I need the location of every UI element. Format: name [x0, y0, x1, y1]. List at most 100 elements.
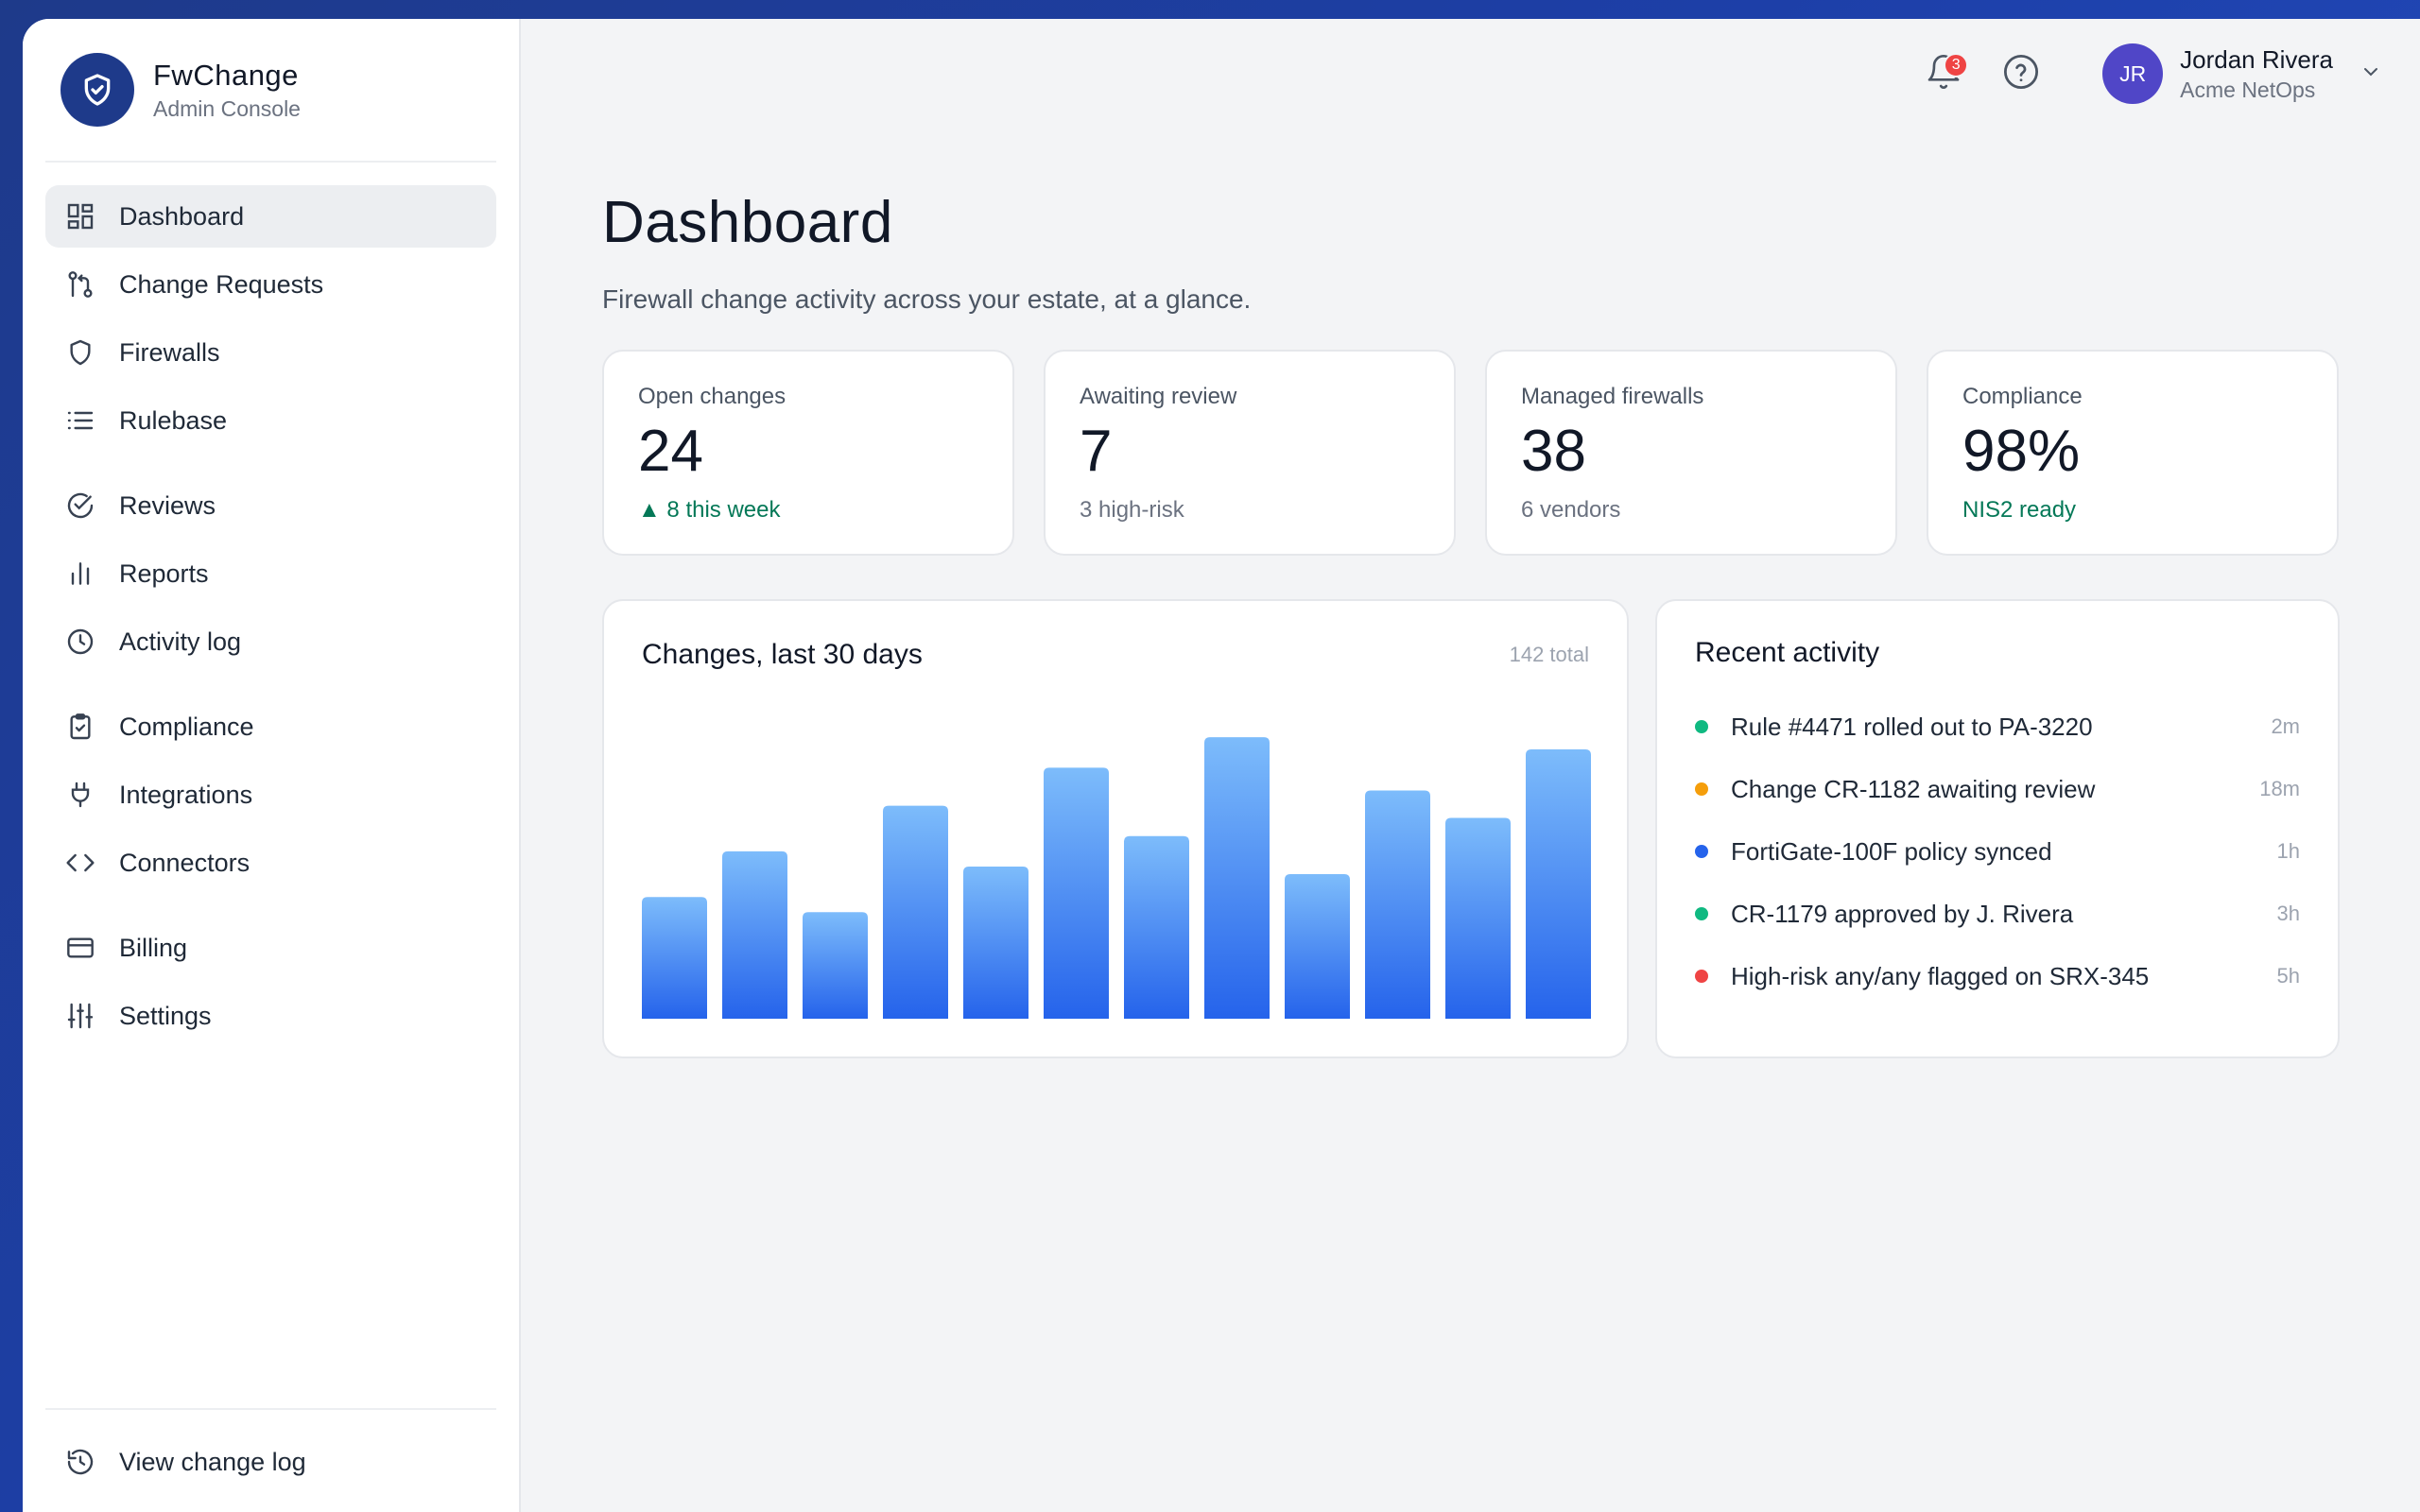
help-circle-icon [2001, 52, 2041, 96]
activity-time: 3h [2276, 902, 2300, 925]
status-dot [1695, 845, 1708, 858]
sidebar-item-label: Dashboard [119, 201, 245, 231]
user-name: Jordan Rivera [2180, 44, 2333, 74]
activity-text: High-risk any/any flagged on SRX-345 [1731, 961, 2150, 990]
chart-bar[interactable] [1204, 737, 1270, 1019]
changes-bar-chart [642, 737, 1591, 1020]
sidebar-nav: Dashboard Change Requests Firewalls [45, 185, 496, 1047]
chart-bar[interactable] [963, 867, 1028, 1019]
chart-bar[interactable] [642, 897, 707, 1019]
grid-icon [64, 200, 96, 232]
plug-icon [64, 779, 96, 811]
chart-bar[interactable] [1044, 767, 1109, 1019]
stat-card-managed-firewalls[interactable]: Managed firewalls 38 6 vendors [1485, 350, 1897, 556]
app-window: FwChange Admin Console Dashboard Change … [23, 19, 2420, 1512]
sidebar-item-dashboard[interactable]: Dashboard [45, 185, 496, 248]
stat-label: Open changes [638, 384, 786, 409]
sidebar-item-label: Connectors [119, 848, 251, 877]
sidebar-item-label: Settings [119, 1001, 212, 1030]
stat-note: NIS2 ready [1962, 497, 2077, 524]
sidebar-item-label: Firewalls [119, 337, 220, 367]
page-title: Dashboard [602, 190, 893, 255]
chevron-down-icon [2360, 60, 2382, 88]
list-icon [64, 404, 96, 437]
nav-group: Compliance Integrations Connectors [45, 696, 496, 894]
activity-list: Rule #4471 rolled out to PA-3220 2m Chan… [1695, 696, 2300, 1007]
chart-bar[interactable] [1526, 749, 1591, 1019]
sidebar-item-label: Compliance [119, 712, 254, 741]
sidebar-item-label: Reports [119, 558, 209, 588]
brand-name: FwChange [153, 58, 299, 92]
activity-time: 2m [2271, 714, 2300, 738]
shield-logo-icon [60, 53, 134, 127]
chart-bar[interactable] [883, 805, 948, 1019]
status-dot [1695, 782, 1708, 796]
sidebar-item-label: Billing [119, 933, 188, 962]
credit-card-icon [64, 932, 96, 964]
activity-item[interactable]: High-risk any/any flagged on SRX-345 5h [1695, 945, 2300, 1007]
status-dot [1695, 970, 1708, 983]
sliders-icon [64, 1000, 96, 1032]
stats-row: Open changes 24 ▲ 8 this week Awaiting r… [602, 350, 2339, 556]
page-header: Dashboard Firewall change activity acros… [602, 189, 1251, 315]
sidebar-item-compliance[interactable]: Compliance [45, 696, 496, 758]
view-change-log-link[interactable]: View change log [45, 1431, 496, 1493]
chart-bar[interactable] [803, 912, 868, 1019]
bar-chart-icon [64, 558, 96, 590]
activity-time: 1h [2276, 839, 2300, 863]
activity-text: Change CR-1182 awaiting review [1731, 774, 2096, 803]
page-subtitle: Firewall change activity across your est… [602, 284, 1252, 314]
chart-bar[interactable] [1285, 874, 1350, 1019]
activity-item[interactable]: Change CR-1182 awaiting review 18m [1695, 758, 2300, 820]
activity-item[interactable]: CR-1179 approved by J. Rivera 3h [1695, 883, 2300, 945]
sidebar-item-label: Activity log [119, 627, 242, 656]
stat-value: 38 [1521, 419, 1586, 484]
brand[interactable]: FwChange Admin Console [45, 19, 496, 163]
sidebar-item-settings[interactable]: Settings [45, 985, 496, 1047]
stat-value: 7 [1080, 419, 1113, 484]
chart-total: 142 total [1509, 643, 1589, 666]
chart-bar[interactable] [1445, 817, 1511, 1019]
history-icon [64, 1446, 96, 1478]
sidebar-item-reports[interactable]: Reports [45, 542, 496, 605]
stat-card-open-changes[interactable]: Open changes 24 ▲ 8 this week [602, 350, 1014, 556]
sidebar-footer: View change log [45, 1408, 496, 1512]
clipboard-check-icon [64, 711, 96, 743]
activity-time: 18m [2259, 777, 2300, 800]
topbar: 3 JR Jordan Rivera Acme NetOps [1915, 43, 2382, 104]
sidebar-item-reviews[interactable]: Reviews [45, 474, 496, 537]
sidebar-item-firewalls[interactable]: Firewalls [45, 321, 496, 384]
notifications-button[interactable]: 3 [1915, 45, 1972, 102]
stat-label: Awaiting review [1080, 384, 1237, 409]
sidebar-item-integrations[interactable]: Integrations [45, 764, 496, 826]
nav-group: Billing Settings [45, 917, 496, 1047]
activity-text: Rule #4471 rolled out to PA-3220 [1731, 712, 2093, 741]
sidebar-item-rulebase[interactable]: Rulebase [45, 389, 496, 452]
clock-icon [64, 626, 96, 658]
activity-text: CR-1179 approved by J. Rivera [1731, 899, 2074, 928]
status-dot [1695, 907, 1708, 920]
git-pull-request-icon [64, 268, 96, 301]
activity-item[interactable]: FortiGate-100F policy synced 1h [1695, 820, 2300, 883]
sidebar-item-billing[interactable]: Billing [45, 917, 496, 979]
activity-text: FortiGate-100F policy synced [1731, 836, 2052, 866]
help-button[interactable] [1993, 45, 2049, 102]
chart-bar[interactable] [1124, 835, 1189, 1019]
sidebar-item-change-requests[interactable]: Change Requests [45, 253, 496, 316]
stat-label: Managed firewalls [1521, 384, 1704, 409]
chart-bar[interactable] [1365, 790, 1430, 1020]
code-icon [64, 847, 96, 879]
sidebar-item-activity-log[interactable]: Activity log [45, 610, 496, 673]
stat-card-awaiting-review[interactable]: Awaiting review 7 3 high-risk [1044, 350, 1456, 556]
chart-bar[interactable] [722, 850, 787, 1019]
activity-item[interactable]: Rule #4471 rolled out to PA-3220 2m [1695, 696, 2300, 758]
stat-note: 6 vendors [1521, 497, 1621, 524]
user-menu[interactable]: JR Jordan Rivera Acme NetOps [2102, 43, 2382, 104]
sidebar-item-label: Reviews [119, 490, 216, 520]
stat-value: 24 [638, 419, 703, 484]
sidebar-item-label: Change Requests [119, 269, 324, 299]
main-content: 3 JR Jordan Rivera Acme NetOps Dashboard [521, 19, 2420, 1512]
stat-card-compliance[interactable]: Compliance 98% NIS2 ready [1927, 350, 2339, 556]
sidebar-item-connectors[interactable]: Connectors [45, 832, 496, 894]
stat-note: 3 high-risk [1080, 497, 1184, 524]
